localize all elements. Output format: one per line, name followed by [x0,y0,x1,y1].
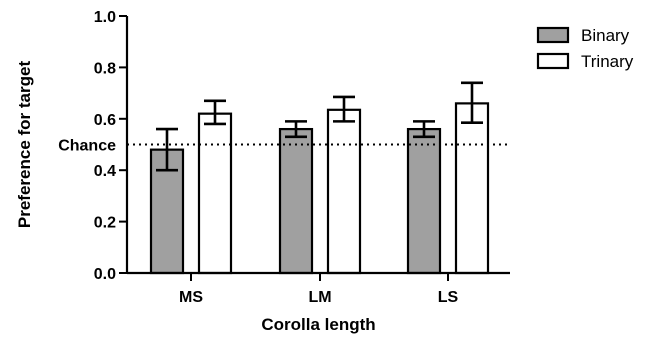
y-axis-label: Preference for target [15,61,34,229]
bar-trinary-lm [326,108,362,275]
x-axis: MS LM LS [127,271,510,306]
y-tick-label: 0.4 [94,163,116,180]
legend-label-binary: Binary [581,26,630,45]
bar-trinary-ls [454,102,490,275]
error-bars-layer [156,81,483,172]
y-tick-label: 0.6 [94,112,116,129]
y-tick-label: 0.0 [94,266,116,283]
x-axis-label: Corolla length [261,315,375,334]
x-tick-label: LS [438,289,459,306]
bars-layer [149,102,490,275]
y-tick-label: 0.2 [94,215,116,232]
legend: Binary Trinary [536,26,634,71]
y-axis: 0.0 0.2 0.4 0.6 0.8 1.0 [94,9,129,283]
legend-label-trinary: Trinary [581,52,634,71]
bar-binary-ls [406,127,442,275]
bar-trinary-ms [197,112,233,275]
x-ticks: MS LM LS [179,273,459,306]
y-tick-label: 0.8 [94,60,116,77]
x-tick-label: MS [179,289,203,306]
y-ticks: 0.0 0.2 0.4 0.6 0.8 1.0 [94,9,127,283]
legend-swatch-binary [536,26,570,44]
bar-binary-lm [278,127,314,275]
chance-label: Chance [58,138,116,155]
x-tick-label: LM [308,289,331,306]
legend-swatch-trinary [536,52,570,70]
y-tick-label: 1.0 [94,9,116,26]
